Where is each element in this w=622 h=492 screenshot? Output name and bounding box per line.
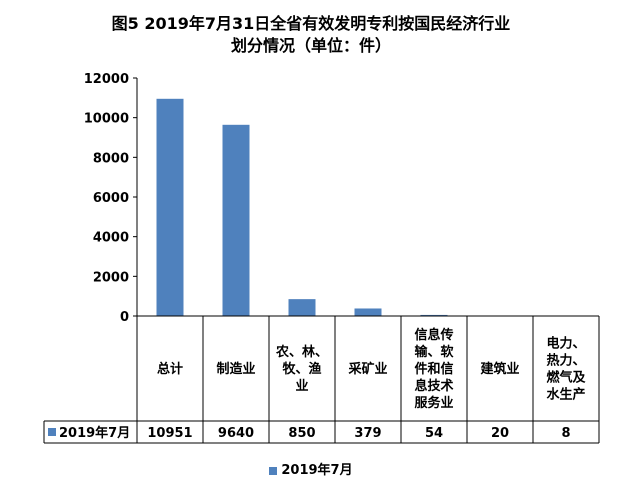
data-value-label: 20 [491, 426, 509, 441]
data-value-label: 8 [561, 426, 570, 441]
bar [420, 314, 448, 316]
data-value-label: 850 [288, 426, 315, 441]
category-label: 牧、渔 [282, 361, 321, 377]
data-value-label: 9640 [218, 426, 254, 441]
category-label: 信息传 [414, 327, 453, 343]
table-series-label: 2019年7月 [59, 425, 130, 441]
category-label: 燃气及 [546, 370, 586, 386]
y-tick-label: 8000 [93, 151, 129, 166]
table-legend-swatch [48, 428, 56, 436]
category-label: 建筑业 [480, 361, 519, 377]
bar [288, 299, 316, 316]
y-tick-label: 12000 [84, 72, 129, 87]
bar [156, 98, 184, 316]
bar [222, 124, 250, 316]
data-value-label: 54 [425, 426, 443, 441]
category-label: 水生产 [546, 387, 585, 403]
legend-label: 2019年7月 [281, 463, 353, 478]
category-label: 热力、 [546, 353, 585, 369]
category-label: 息技术 [414, 378, 453, 394]
category-label: 农、林、 [275, 344, 328, 360]
y-tick-label: 6000 [93, 191, 129, 206]
legend: 2019年7月 [0, 459, 622, 478]
y-tick-label: 2000 [93, 270, 129, 285]
y-tick-label: 10000 [84, 112, 129, 127]
legend-swatch [269, 466, 278, 475]
category-label: 服务业 [414, 395, 453, 411]
category-label: 采矿业 [347, 361, 387, 377]
bar [354, 308, 382, 316]
category-label: 总计 [157, 361, 183, 377]
data-value-label: 10951 [147, 426, 192, 441]
y-tick-label: 4000 [93, 231, 129, 246]
category-label: 件和信 [414, 361, 453, 377]
chart-subtitle: 划分情况（单位：件） [230, 36, 391, 55]
chart-title: 图5 2019年7月31日全省有效发明专利按国民经济行业 [111, 14, 511, 33]
category-label: 输、软 [414, 344, 453, 360]
category-label: 制造业 [216, 361, 255, 377]
category-label: 业 [295, 378, 308, 394]
category-label: 电力、 [546, 336, 585, 352]
data-value-label: 379 [354, 426, 381, 441]
y-tick-label: 0 [120, 310, 129, 325]
